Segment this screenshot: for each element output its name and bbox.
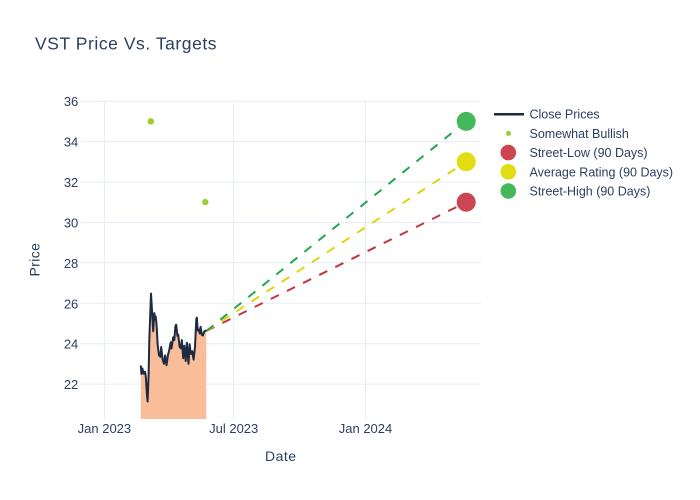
svg-text:34: 34 <box>64 135 78 150</box>
svg-text:VST Price Vs. Targets: VST Price Vs. Targets <box>35 33 217 53</box>
svg-text:30: 30 <box>64 215 78 230</box>
svg-text:Jan 2024: Jan 2024 <box>339 421 393 436</box>
svg-text:24: 24 <box>64 337 78 352</box>
svg-text:Close Prices: Close Prices <box>530 108 600 122</box>
svg-text:22: 22 <box>64 377 78 392</box>
svg-text:32: 32 <box>64 175 78 190</box>
svg-text:Jan 2023: Jan 2023 <box>78 421 132 436</box>
svg-text:Price: Price <box>27 243 43 277</box>
svg-text:Date: Date <box>265 448 297 464</box>
svg-text:Street-High (90 Days): Street-High (90 Days) <box>530 185 651 199</box>
svg-text:Jul 2023: Jul 2023 <box>209 421 258 436</box>
svg-text:Street-Low (90 Days): Street-Low (90 Days) <box>530 146 648 160</box>
svg-text:Average Rating (90 Days): Average Rating (90 Days) <box>530 165 674 179</box>
svg-text:Somewhat Bullish: Somewhat Bullish <box>530 127 629 141</box>
svg-text:36: 36 <box>64 94 78 109</box>
svg-text:26: 26 <box>64 296 78 311</box>
svg-text:28: 28 <box>64 256 78 271</box>
